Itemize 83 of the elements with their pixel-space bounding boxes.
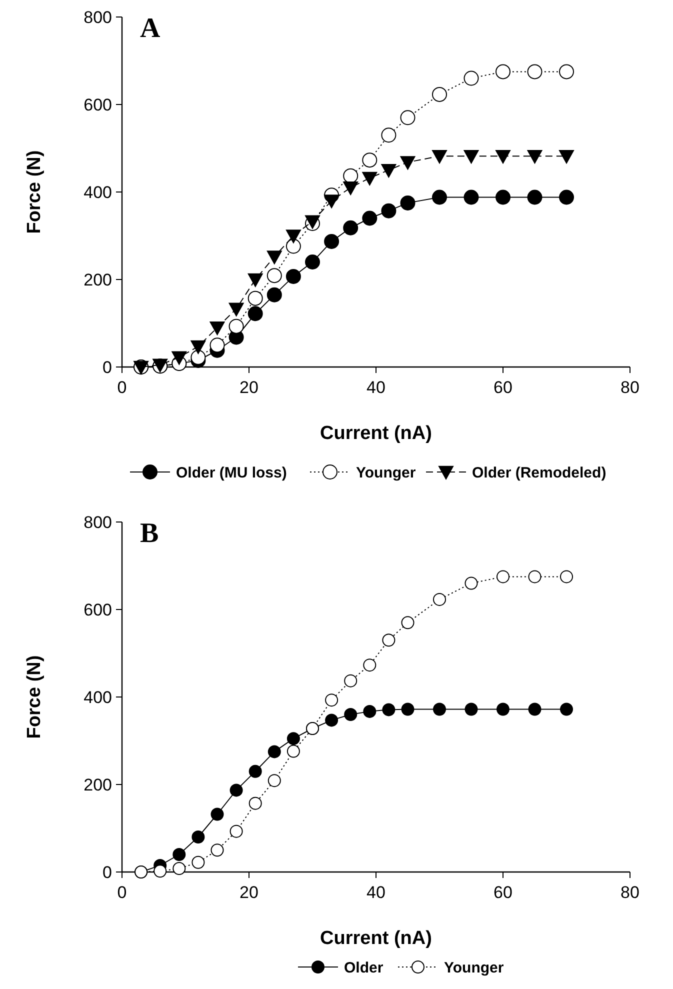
- x-tick-label: 40: [366, 378, 386, 397]
- point: [560, 702, 573, 716]
- point: [210, 338, 225, 353]
- point: [228, 302, 244, 316]
- x-axis-title: Current (nA): [320, 423, 432, 444]
- point: [286, 268, 301, 284]
- y-tick-label: 600: [84, 600, 112, 620]
- point: [210, 322, 225, 336]
- y-tick-label: 200: [84, 270, 112, 290]
- y-axis-title: Force (N): [24, 655, 45, 739]
- x-tick-label: 40: [366, 883, 386, 902]
- x-tick-label: 60: [494, 378, 512, 397]
- point: [154, 864, 167, 878]
- point: [527, 190, 542, 205]
- x-tick-label: 0: [117, 883, 127, 902]
- point: [432, 190, 447, 205]
- x-tick-label: 60: [494, 883, 512, 902]
- point: [401, 702, 414, 716]
- point: [210, 808, 224, 821]
- point: [464, 702, 478, 716]
- x-tick-label: 20: [240, 883, 258, 902]
- point: [305, 254, 320, 270]
- point: [496, 150, 510, 164]
- chart-title: A: [140, 13, 161, 44]
- point: [266, 287, 282, 302]
- legend-label: Younger: [444, 959, 504, 976]
- point: [286, 230, 301, 244]
- point: [363, 704, 376, 718]
- point: [172, 351, 187, 365]
- point: [248, 273, 263, 287]
- legend-label: Older: [344, 959, 384, 976]
- point: [286, 732, 300, 746]
- point: [248, 306, 263, 322]
- point: [528, 702, 542, 716]
- point: [190, 340, 206, 354]
- point: [324, 234, 340, 249]
- y-tick-label: 800: [84, 512, 112, 532]
- point: [266, 250, 282, 264]
- point: [268, 745, 281, 758]
- point: [496, 702, 510, 716]
- point: [248, 764, 262, 778]
- point: [362, 172, 378, 186]
- point: [464, 150, 479, 164]
- y-tick-label: 0: [102, 862, 112, 882]
- point: [344, 708, 358, 721]
- y-tick-label: 600: [84, 95, 112, 114]
- point: [230, 784, 243, 797]
- x-tick-label: 80: [620, 378, 640, 397]
- point: [381, 164, 396, 178]
- legend-label: Older (MU loss): [176, 464, 287, 482]
- point: [559, 190, 574, 205]
- point: [172, 848, 186, 861]
- y-tick-label: 400: [84, 182, 112, 202]
- point: [496, 190, 510, 205]
- y-tick-label: 0: [102, 358, 112, 377]
- point: [325, 714, 338, 727]
- point: [559, 150, 574, 164]
- point: [324, 194, 340, 208]
- x-axis-title: Current (nA): [320, 928, 432, 949]
- x-tick-label: 80: [620, 883, 640, 902]
- y-axis-title: Force (N): [24, 150, 45, 234]
- point: [343, 220, 358, 236]
- point: [343, 182, 358, 196]
- chart-title: B: [140, 518, 159, 549]
- point: [362, 210, 378, 226]
- point: [192, 830, 205, 844]
- point: [433, 702, 446, 716]
- point: [190, 350, 206, 365]
- x-tick-label: 0: [117, 378, 127, 397]
- point: [464, 190, 479, 205]
- y-tick-label: 400: [84, 688, 112, 707]
- point: [382, 703, 396, 716]
- point: [172, 862, 186, 875]
- point: [400, 195, 416, 210]
- y-tick-label: 800: [84, 8, 112, 27]
- point: [400, 156, 416, 170]
- point: [381, 203, 396, 218]
- legend-label: Younger: [356, 464, 416, 482]
- point: [432, 150, 447, 164]
- legend-label: Older (Remodeled): [472, 464, 606, 482]
- x-tick-label: 20: [240, 378, 258, 397]
- y-tick-label: 200: [84, 775, 112, 794]
- point: [527, 150, 542, 164]
